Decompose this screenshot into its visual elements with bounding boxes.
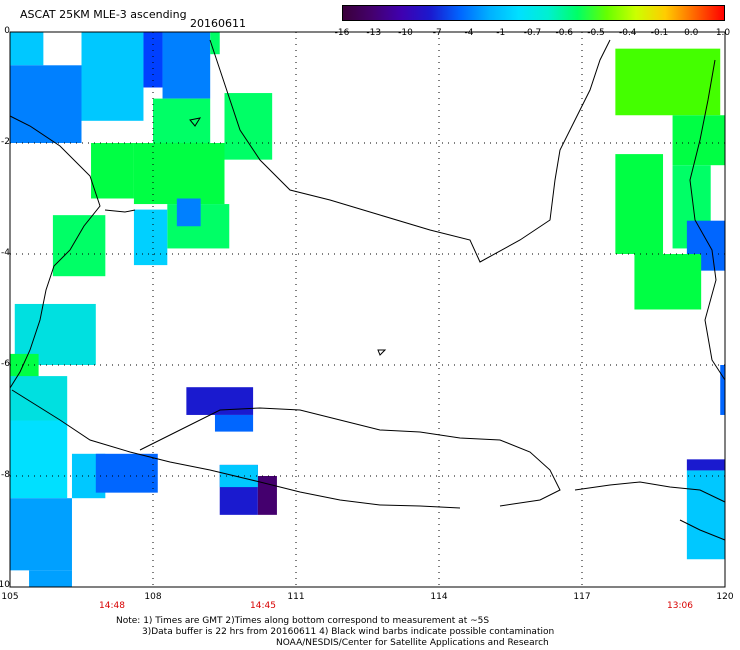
colorbar-tick-label: -0.5	[587, 28, 605, 38]
map-frame	[9, 31, 726, 588]
coastline	[189, 117, 202, 127]
wind-swath-cell	[186, 387, 254, 415]
pass-time-2: 14:45	[250, 601, 276, 611]
note-line-3: NOAA/NESDIS/Center for Satellite Applica…	[276, 638, 549, 648]
wind-swath-cell	[634, 254, 702, 310]
colorbar-tick-label: -16	[334, 28, 350, 38]
wind-swath-cell	[52, 215, 106, 277]
coastline	[689, 59, 726, 381]
wind-swath-cell	[615, 154, 664, 254]
note-line-2: 3)Data buffer is 22 hrs from 20160611 4)…	[142, 627, 555, 637]
wind-swath-cell	[81, 32, 144, 121]
colorbar-tick-label: -10	[398, 28, 413, 38]
coastline	[11, 389, 461, 509]
pass-time-3: 13:06	[667, 601, 693, 611]
wind-swath-cell	[720, 365, 725, 415]
coastline	[209, 39, 611, 263]
coastline	[574, 481, 726, 503]
lon-label-105: 105	[1, 592, 19, 602]
lon-label-108: 108	[144, 592, 162, 602]
lat-label-6s: -6	[1, 359, 10, 369]
coastline	[679, 519, 726, 541]
pass-time-1: 14:48	[99, 601, 125, 611]
lat-label-10s: -10	[0, 580, 10, 590]
wind-swath-cell	[672, 115, 725, 166]
wind-swath-cell	[153, 98, 211, 143]
wind-swath-cell	[615, 48, 721, 116]
colorbar	[342, 5, 725, 21]
wind-swath-cell	[133, 143, 225, 205]
lat-label-2s: -2	[1, 137, 10, 147]
coastline	[9, 115, 101, 389]
wind-swath-cell	[224, 93, 273, 160]
colorbar-tick-label: -0.4	[618, 28, 637, 38]
wind-swath-cell	[686, 470, 725, 560]
wind-swath-cell	[133, 209, 168, 266]
lon-label-117: 117	[573, 592, 591, 602]
colorbar-tick-label: -13	[366, 28, 382, 38]
wind-swath-cell	[10, 420, 68, 499]
wind-swath-cell	[91, 143, 134, 199]
colorbar-tick-label: -1	[496, 28, 506, 38]
colorbar-tick-label: 0.0	[684, 28, 699, 38]
wind-swath-cell	[10, 65, 82, 143]
coastline	[377, 349, 387, 356]
wind-swath-cell	[10, 498, 72, 571]
wind-swath-cell	[257, 476, 277, 515]
coastline	[139, 407, 561, 507]
product-date: 20160611	[190, 17, 246, 30]
product-title: ASCAT 25KM MLE-3 ascending	[20, 8, 187, 21]
lat-label-8s: -8	[1, 470, 10, 480]
wind-swath-cell	[10, 376, 68, 421]
wind-swath-cell	[162, 32, 211, 99]
lon-label-111: 111	[287, 592, 305, 602]
note-line-1: Note: 1) Times are GMT 2)Times along bot…	[116, 616, 490, 626]
lat-label-0: 0	[4, 26, 10, 36]
colorbar-tick-label: -0.6	[555, 28, 574, 38]
wind-swath-cell	[176, 198, 201, 227]
wind-swath-cell	[95, 453, 158, 493]
wind-swath-cell	[29, 570, 72, 587]
colorbar-tick-label: -0.1	[650, 28, 669, 38]
colorbar-tick-label: -0.7	[523, 28, 542, 38]
coastline	[104, 209, 136, 213]
lat-label-4s: -4	[1, 248, 10, 258]
wind-swath-cell	[143, 32, 163, 88]
lon-label-120: 120	[716, 592, 734, 602]
colorbar-tick-label: -4	[464, 28, 474, 38]
wind-swath-cell	[10, 32, 44, 66]
lon-label-114: 114	[430, 592, 448, 602]
colorbar-tick-label: -7	[432, 28, 442, 38]
wind-swath-cell	[210, 32, 220, 55]
wind-swath-cell	[214, 414, 254, 432]
wind-swath-cell	[686, 459, 725, 471]
colorbar-tick-label: 1.0	[715, 28, 731, 38]
